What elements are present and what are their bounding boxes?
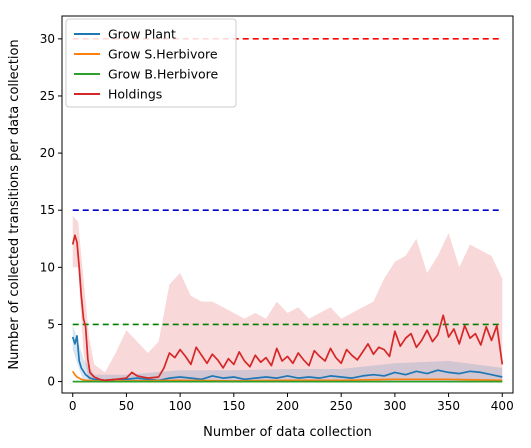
x-tick-label: 150 <box>222 399 245 413</box>
series-line-grow-s-herbivore <box>71 370 503 382</box>
legend-label-holdings: Holdings <box>108 87 162 102</box>
uncertainty-bands <box>72 215 503 382</box>
x-tick-label: 200 <box>276 399 299 413</box>
y-tick-label: 20 <box>40 146 55 160</box>
x-tick-label: 250 <box>330 399 353 413</box>
series-lines <box>71 234 504 383</box>
band-holdings <box>72 215 503 382</box>
y-axis-ticks: 0 5 10 15 20 25 30 <box>40 32 62 389</box>
legend-label-grow-s-herbivore: Grow S.Herbivore <box>108 47 218 62</box>
y-tick-label: 5 <box>47 317 55 331</box>
series-line-holdings <box>71 234 504 382</box>
legend-box <box>65 18 237 108</box>
band-grow-plant <box>72 324 503 382</box>
y-tick-label: 25 <box>40 89 55 103</box>
legend-label-grow-plant: Grow Plant <box>108 27 176 42</box>
x-tick-label: 100 <box>169 399 192 413</box>
legend-label-grow-b-herbivore: Grow B.Herbivore <box>108 67 218 82</box>
y-tick-label: 30 <box>40 32 55 46</box>
x-axis-ticks: 0 50 100 150 200 250 300 350 400 <box>69 393 514 413</box>
y-tick-label: 0 <box>47 375 55 389</box>
x-tick-label: 350 <box>437 399 460 413</box>
y-axis-label: Number of collected transitions per data… <box>7 39 22 369</box>
x-tick-label: 300 <box>383 399 406 413</box>
y-tick-label: 15 <box>40 203 55 217</box>
x-axis-label: Number of data collection <box>203 425 372 440</box>
x-tick-label: 400 <box>491 399 514 413</box>
x-tick-label: 0 <box>69 399 77 413</box>
y-tick-label: 10 <box>40 260 55 274</box>
legend: Grow Plant Grow S.Herbivore Grow B.Herbi… <box>65 18 237 108</box>
x-tick-label: 50 <box>119 399 134 413</box>
